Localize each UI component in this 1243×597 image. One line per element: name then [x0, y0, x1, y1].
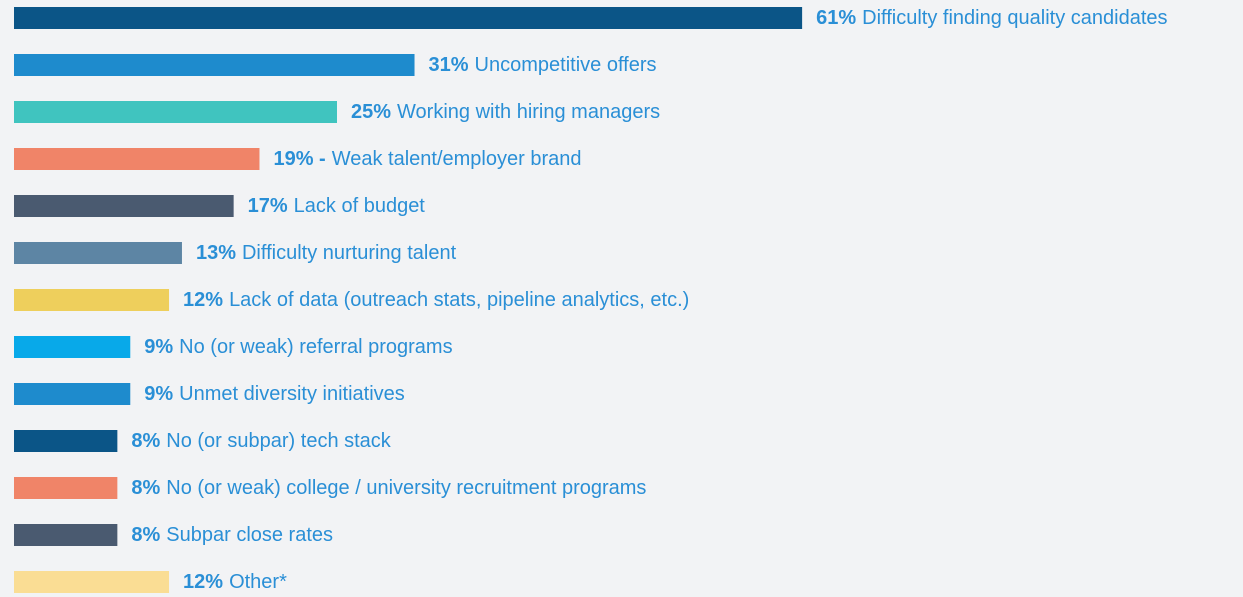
bar: [14, 148, 260, 170]
category-label: Lack of budget: [294, 195, 426, 217]
value-label: 31%: [429, 54, 469, 76]
value-label: 12%: [183, 571, 223, 593]
category-label: Difficulty finding quality candidates: [862, 7, 1167, 29]
category-label: Uncompetitive offers: [475, 54, 657, 76]
value-label: 8%: [131, 524, 160, 546]
bar-label: 12% Other*: [183, 571, 287, 593]
value-label: 9%: [144, 336, 173, 358]
value-label: 9%: [144, 383, 173, 405]
bar: [14, 289, 170, 311]
bar: [14, 7, 803, 29]
bar: [14, 430, 118, 452]
bar: [14, 242, 182, 264]
value-label: 8%: [131, 430, 160, 452]
bar-label: 8% No (or subpar) tech stack: [131, 430, 391, 452]
value-label: 19% -: [273, 148, 325, 170]
bar-label: 9% No (or weak) referral programs: [144, 336, 452, 358]
bar-label: 9% Unmet diversity initiatives: [144, 383, 405, 405]
category-label: No (or weak) referral programs: [179, 336, 452, 358]
bar-label: 25% Working with hiring managers: [351, 101, 660, 123]
bar: [14, 195, 234, 217]
bar-label: 19% - Weak talent/employer brand: [273, 148, 581, 170]
category-label: Weak talent/employer brand: [332, 148, 582, 170]
value-label: 61%: [816, 7, 856, 29]
value-label: 17%: [248, 195, 288, 217]
bar: [14, 336, 131, 358]
bar-label: 8% No (or weak) college / university recr…: [131, 477, 646, 499]
bar: [14, 101, 337, 123]
value-label: 12%: [183, 289, 223, 311]
category-label: Lack of data (outreach stats, pipeline a…: [229, 289, 689, 311]
bar-label: 12% Lack of data (outreach stats, pipelin…: [183, 289, 689, 311]
value-label: 25%: [351, 101, 391, 123]
bar-label: 8% Subpar close rates: [131, 524, 333, 546]
bar: [14, 383, 131, 405]
category-label: No (or weak) college / university recrui…: [166, 477, 646, 499]
category-label: Other*: [229, 571, 287, 593]
bar-label: 31% Uncompetitive offers: [429, 54, 657, 76]
category-label: Unmet diversity initiatives: [179, 383, 405, 405]
value-label: 13%: [196, 242, 236, 264]
bar-label: 13% Difficulty nurturing talent: [196, 242, 457, 264]
category-label: Subpar close rates: [166, 524, 333, 546]
category-label: Difficulty nurturing talent: [242, 242, 457, 264]
category-label: Working with hiring managers: [397, 101, 660, 123]
bar: [14, 477, 118, 499]
value-label: 8%: [131, 477, 160, 499]
bar: [14, 524, 118, 546]
bar: [14, 571, 170, 593]
bar: [14, 54, 415, 76]
bar-label: 61% Difficulty finding quality candidates: [816, 7, 1167, 29]
category-label: No (or subpar) tech stack: [166, 430, 392, 452]
bar-label: 17% Lack of budget: [248, 195, 426, 217]
